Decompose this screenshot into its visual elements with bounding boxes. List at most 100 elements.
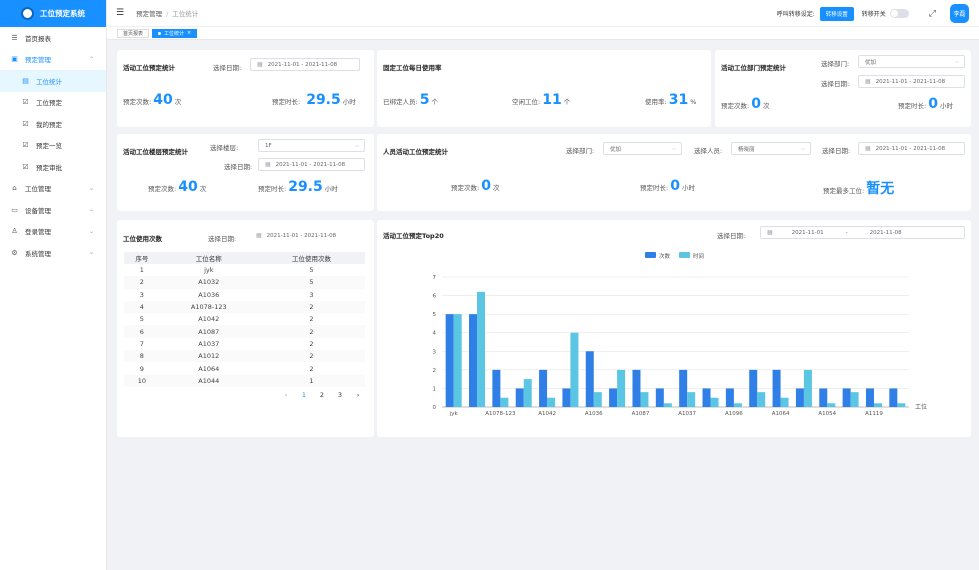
table-cell: 2 bbox=[309, 315, 314, 324]
bar bbox=[679, 369, 688, 407]
sidebar-item[interactable]: ▣ 预定管理 ⌃ bbox=[0, 49, 106, 71]
fixed-usage-card: 固定工位每日使用率 已绑定人员: 5 个 空闲工位: 11 个 使用率: 31% bbox=[377, 50, 711, 127]
sidebar-item[interactable]: ☑ 工位预定 bbox=[0, 92, 106, 114]
tag-current[interactable]: 工位统计 × bbox=[152, 28, 198, 38]
next-page-icon[interactable]: › bbox=[356, 391, 360, 399]
sidebar-item[interactable]: ⚙ 系统管理 ⌄ bbox=[0, 242, 106, 264]
chevron-down-icon: ⌵ bbox=[955, 58, 959, 65]
bar bbox=[749, 369, 758, 407]
date-range-input[interactable]: ▦ 2021-11-01 - 2021-11-08 bbox=[858, 75, 965, 88]
sidebar-item[interactable]: ☑ 我的预定 bbox=[0, 113, 106, 135]
person-label: 选择人员: bbox=[694, 147, 723, 155]
x-tick-label: A1037 bbox=[678, 411, 696, 417]
chevron-down-icon: ⌄ bbox=[88, 206, 94, 214]
sidebar-item[interactable]: ♙ 登录管理 ⌄ bbox=[0, 221, 106, 243]
menu-toggle-icon[interactable]: ☰ bbox=[116, 8, 125, 18]
breadcrumb-item[interactable]: 预定管理 bbox=[136, 10, 163, 18]
table-cell: 10 bbox=[124, 374, 160, 387]
date-label: 选择日期: bbox=[717, 232, 746, 240]
sidebar-item[interactable]: ▤ 工位统计 bbox=[0, 70, 106, 92]
table-cell: A1012 bbox=[159, 350, 258, 363]
sidebar-item-label: 首页报表 bbox=[25, 34, 51, 43]
bar bbox=[873, 403, 882, 407]
bound-people: 已绑定人员: 5 个 bbox=[383, 92, 438, 108]
table-row: 4 A1078-123 2 bbox=[124, 300, 365, 314]
bar bbox=[889, 388, 898, 407]
table-cell: 5 bbox=[139, 315, 144, 324]
table-cell: A1044 bbox=[159, 374, 258, 387]
column-header[interactable]: 序号 bbox=[124, 252, 160, 264]
date-range-input[interactable]: ▦ 2021-11-01 - 2021-11-08 bbox=[250, 58, 360, 71]
app-title: 工位预定系统 bbox=[40, 9, 85, 18]
table-row: 8 A1012 2 bbox=[124, 350, 365, 363]
person-booking-card: 人员活动工位预定统计 选择部门: 优加 ⌵ 选择人员: 杨晓丽 ⌵ 选择日期: ▦ 2… bbox=[377, 134, 971, 211]
bar bbox=[772, 369, 781, 407]
bar bbox=[609, 388, 618, 407]
date-range-input[interactable]: ▦ 2021-11-01 - 2021-11-08 bbox=[256, 232, 337, 239]
column-header[interactable]: 工位名称 bbox=[159, 252, 258, 264]
checkbox-icon: ☑ bbox=[22, 141, 29, 150]
dept-select[interactable]: 优加 ⌵ bbox=[603, 142, 682, 155]
bar bbox=[539, 369, 548, 407]
sidebar-item[interactable]: ☑ 预定审批 bbox=[0, 156, 106, 178]
table-cell: 2 bbox=[257, 300, 365, 314]
sidebar-item[interactable]: ▭ 设备管理 ⌄ bbox=[0, 199, 106, 221]
breadcrumb-current: 工位统计 bbox=[172, 10, 199, 18]
table-row: 7 A1037 2 bbox=[124, 338, 365, 350]
card-title: 活动工位部门预定统计 bbox=[721, 64, 786, 72]
page-2[interactable]: 2 bbox=[319, 391, 325, 399]
checkbox-icon: ☑ bbox=[22, 98, 29, 107]
person-select[interactable]: 杨晓丽 ⌵ bbox=[731, 142, 811, 155]
date-label: 选择日期: bbox=[822, 147, 851, 155]
calendar-icon: ▦ bbox=[265, 161, 271, 168]
floor-booking-card: 活动工位楼层预定统计 选择楼层: 1F ⌵ 选择日期: ▦ 2021-11-01 -… bbox=[117, 134, 374, 211]
date-range-input[interactable]: ▦ 2021-11-01 - 2021-11-08 bbox=[858, 142, 965, 155]
date-range-input[interactable]: ▦ 2021-11-01 - 2021-11-08 bbox=[760, 226, 965, 239]
x-tick-label: A1096 bbox=[725, 411, 743, 417]
bar bbox=[655, 388, 664, 407]
tag-home[interactable]: 首页报表 bbox=[117, 28, 150, 38]
prev-page-icon[interactable]: ‹ bbox=[284, 391, 288, 399]
bar bbox=[562, 388, 571, 407]
sidebar-item-label: 预定一览 bbox=[36, 142, 62, 151]
column-header[interactable]: 工位使用次数 bbox=[257, 252, 365, 264]
sidebar-item[interactable]: ☑ 预定一览 bbox=[0, 135, 106, 157]
transfer-switch[interactable] bbox=[889, 9, 909, 18]
x-tick-label: jyk bbox=[449, 411, 459, 417]
card-title: 活动工位预定Top20 bbox=[383, 232, 444, 240]
page-1[interactable]: 1 bbox=[301, 391, 307, 399]
active-booking-card: 活动工位预定统计 选择日期: ▦ 2021-11-01 - 2021-11-08 … bbox=[117, 50, 374, 127]
chevron-down-icon: ⌄ bbox=[88, 249, 94, 257]
app-logo[interactable]: 工位预定系统 bbox=[0, 0, 106, 27]
date-label: 选择日期: bbox=[208, 235, 237, 243]
bar bbox=[819, 388, 828, 407]
sidebar-item[interactable]: ☰ 首页报表 bbox=[0, 27, 106, 49]
seat-usage-card: 工位使用次数 选择日期: ▦ 2021-11-01 - 2021-11-08 序号… bbox=[117, 220, 374, 437]
floor-select[interactable]: 1F ⌵ bbox=[258, 139, 365, 152]
dept-select[interactable]: 优加 ⌵ bbox=[858, 55, 965, 68]
transfer-settings-button[interactable]: 转移设置 bbox=[819, 6, 854, 21]
sidebar-item-label: 我的预定 bbox=[36, 120, 62, 129]
page-3[interactable]: 3 bbox=[337, 391, 343, 399]
date-range-input[interactable]: ▦ 2021-11-01 - 2021-11-08 bbox=[258, 158, 365, 171]
dept-label: 选择部门: bbox=[566, 147, 595, 155]
bar bbox=[547, 397, 556, 407]
x-tick-label: A1064 bbox=[772, 411, 790, 417]
card-title: 活动工位预定统计 bbox=[123, 64, 175, 72]
logo-icon bbox=[21, 7, 34, 20]
avatar[interactable]: 李磊 bbox=[950, 4, 969, 23]
bar-chart: 次数 时间 0 1 2 3 4 5 6 7 jyk A1078-123 A1042 A1036 A1087 A… bbox=[433, 252, 927, 417]
chevron-down-icon: ⌄ bbox=[88, 227, 94, 235]
booking-duration: 预定时长: 29.5 小时 bbox=[258, 179, 338, 195]
sidebar-item[interactable]: ⌂ 工位管理 ⌄ bbox=[0, 178, 106, 200]
y-tick-label: 5 bbox=[433, 312, 437, 318]
checkbox-icon: ☑ bbox=[22, 162, 29, 171]
building-icon: ⌂ bbox=[12, 184, 17, 193]
booking-count: 预定次数: 0 次 bbox=[451, 178, 500, 194]
calendar-icon: ▦ bbox=[767, 229, 773, 236]
table-cell: 3 bbox=[139, 290, 144, 299]
user-icon: ♙ bbox=[11, 227, 18, 236]
fullscreen-icon[interactable]: ⤢ bbox=[928, 8, 936, 19]
table-row: 3 A1036 3 bbox=[124, 289, 365, 301]
bar bbox=[593, 392, 602, 407]
